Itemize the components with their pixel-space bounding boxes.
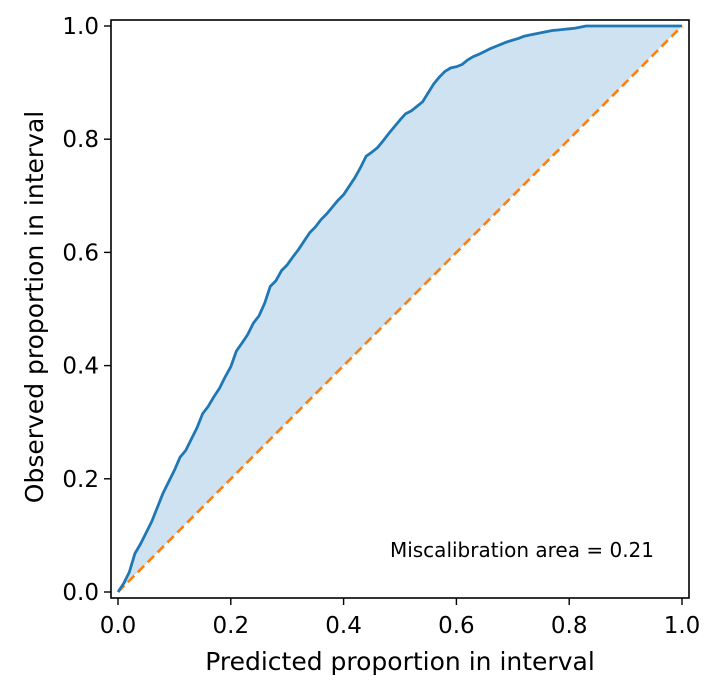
y-axis-label: Observed proportion in interval <box>20 111 49 503</box>
ideal-calibration-line <box>117 25 683 593</box>
x-tick-label: 0.8 <box>551 613 588 639</box>
miscalibration-annotation: Miscalibration area = 0.21 <box>390 538 654 562</box>
plot-frame <box>110 19 690 599</box>
x-tick-label: 1.0 <box>664 613 701 639</box>
y-tick-label: 0.0 <box>62 580 99 606</box>
y-tick-label: 0.6 <box>62 240 99 266</box>
x-axis-label: Predicted proportion in interval <box>205 647 595 676</box>
x-tick-label: 0.0 <box>100 613 137 639</box>
y-tick-label: 1.0 <box>62 14 99 40</box>
series-layer <box>116 24 683 593</box>
x-tick-label: 0.2 <box>213 613 250 639</box>
y-tick-label: 0.2 <box>62 467 99 493</box>
x-axis-ticks: 0.0 0.2 0.4 0.6 0.8 1.0 <box>100 598 701 639</box>
y-tick-label: 0.4 <box>62 354 99 380</box>
x-tick-label: 0.6 <box>438 613 475 639</box>
calibration-curve <box>116 24 682 593</box>
y-axis-ticks: 0.0 0.2 0.4 0.6 0.8 1.0 <box>62 14 111 606</box>
y-tick-label: 0.8 <box>62 127 99 153</box>
x-tick-label: 0.4 <box>325 613 362 639</box>
